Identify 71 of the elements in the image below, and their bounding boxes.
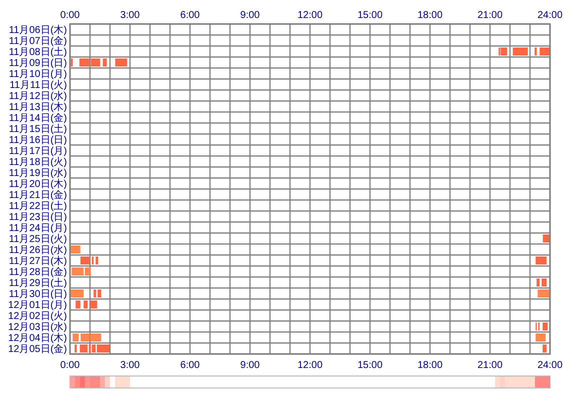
bar <box>72 334 79 342</box>
bar <box>102 58 107 66</box>
bar <box>536 334 546 342</box>
y-tick-label: 11月13日(木) <box>8 101 67 113</box>
y-tick-label: 12月01日(月) <box>8 300 67 311</box>
x2-tick-label: 12:00 <box>297 360 323 371</box>
y-tick-label: 11月22日(土) <box>8 200 67 212</box>
x-tick-label: 15:00 <box>357 10 383 21</box>
y-tick-label: 11月29日(土) <box>8 277 67 289</box>
y-tick-label: 11月07日(金) <box>8 35 67 47</box>
y-tick-label: 11月18日(火) <box>8 156 67 168</box>
y-tick-label: 11月23日(日) <box>8 212 67 223</box>
bar <box>96 256 98 264</box>
bar <box>538 290 550 298</box>
bar <box>500 48 508 56</box>
bar <box>80 256 90 264</box>
x2-tick-label: 3:00 <box>120 360 140 371</box>
y-tick-label: 11月14日(金) <box>8 112 67 124</box>
y-tick-label: 11月19日(水) <box>8 167 67 179</box>
x2-tick-label: 21:00 <box>477 360 503 371</box>
bar <box>542 234 550 242</box>
y-tick-label: 11月12日(水) <box>8 90 67 102</box>
y-tick-label: 12月04日(木) <box>8 332 67 344</box>
y-tick-label: 11月11日(火) <box>10 79 67 91</box>
bar <box>512 48 528 56</box>
y-tick-label: 12月03日(水) <box>8 321 67 333</box>
y-tick-label: 11月06日(木) <box>8 24 67 36</box>
y-tick-label: 11月17日(月) <box>8 146 67 157</box>
y-tick-label: 11月10日(月) <box>8 69 67 80</box>
x2-tick-label: 6:00 <box>180 360 200 371</box>
y-tick-label: 12月02日(火) <box>8 310 67 322</box>
x-tick-label: 12:00 <box>297 10 323 21</box>
x2-tick-label: 18:00 <box>417 360 443 371</box>
bar <box>98 290 102 298</box>
x-tick-label: 21:00 <box>477 10 503 21</box>
x-tick-label: 18:00 <box>417 10 443 21</box>
bar <box>80 344 88 352</box>
x2-tick-label: 24:00 <box>537 360 563 371</box>
y-tick-label: 11月21日(金) <box>8 189 67 201</box>
x2-tick-label: 0:00 <box>60 360 80 371</box>
bar <box>536 256 547 264</box>
y-tick-label: 12月05日(金) <box>8 343 67 355</box>
y-tick-label: 11月25日(火) <box>8 233 67 245</box>
y-tick-label: 11月26日(水) <box>8 244 67 256</box>
x2-tick-label: 9:00 <box>240 360 260 371</box>
x-tick-label: 9:00 <box>240 10 260 21</box>
x-tick-label: 3:00 <box>120 10 140 21</box>
y-tick-label: 11月27日(木) <box>8 255 67 267</box>
x-tick-label: 6:00 <box>180 10 200 21</box>
x-tick-label: 24:00 <box>537 10 563 21</box>
y-tick-label: 11月08日(土) <box>8 46 67 58</box>
bar <box>70 246 80 254</box>
bar <box>540 48 550 56</box>
bar <box>76 300 80 308</box>
y-tick-label: 11月20日(木) <box>8 178 67 190</box>
y-tick-label: 11月09日(日) <box>8 58 67 69</box>
bar <box>536 278 540 286</box>
y-tick-label: 11月15日(土) <box>8 123 67 135</box>
y-tick-label: 11月28日(金) <box>8 266 67 278</box>
bar <box>542 278 547 286</box>
bar <box>542 322 548 330</box>
bar <box>115 58 128 66</box>
y-tick-label: 11月24日(月) <box>8 223 67 234</box>
x2-tick-label: 15:00 <box>357 360 383 371</box>
bar <box>70 290 84 298</box>
x-tick-label: 0:00 <box>60 10 80 21</box>
y-tick-label: 11月30日(日) <box>8 289 67 300</box>
bar <box>90 300 98 308</box>
bar <box>542 344 547 352</box>
bar <box>84 300 88 308</box>
y-tick-label: 11月16日(日) <box>8 135 67 146</box>
